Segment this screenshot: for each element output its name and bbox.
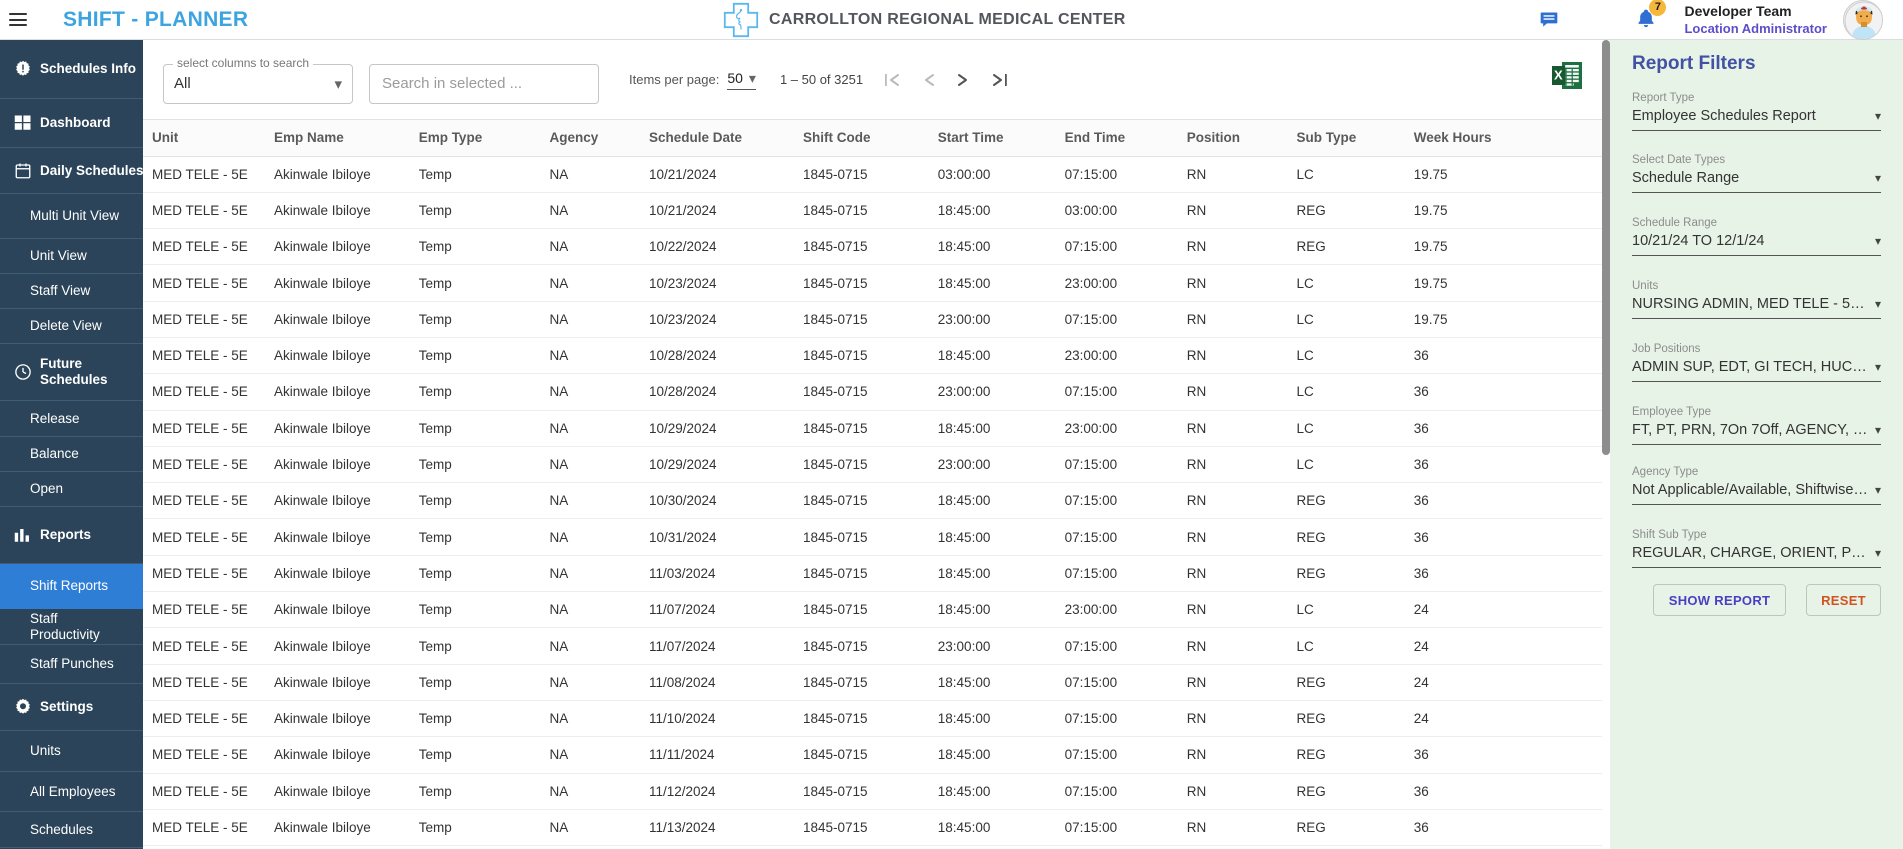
svg-text:X: X [1554, 68, 1563, 83]
